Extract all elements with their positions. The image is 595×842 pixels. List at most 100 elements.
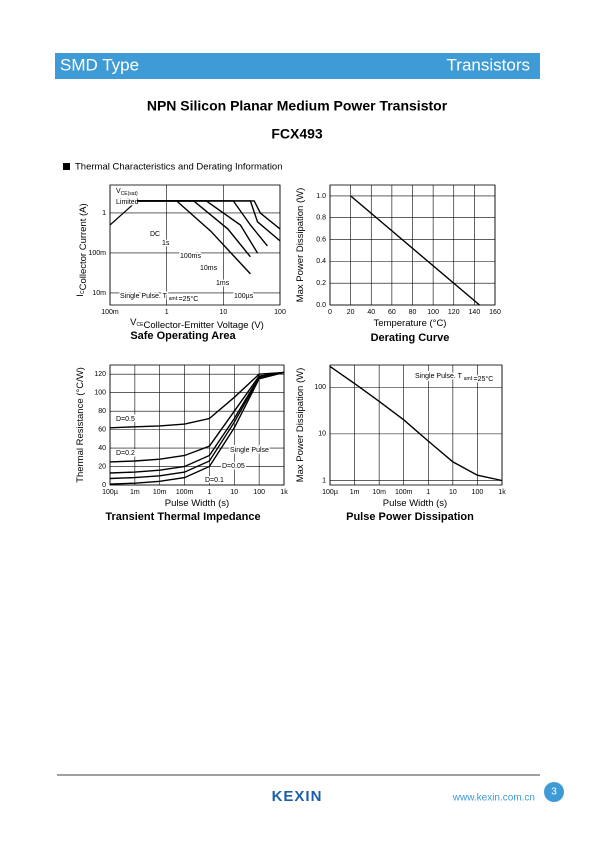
note-part: amb xyxy=(169,296,179,302)
y-axis-label-part: Thermal Resistance (°C/W) xyxy=(75,367,86,483)
y-tick-label: 0.2 xyxy=(316,280,326,287)
y-tick-label: 0 xyxy=(102,482,106,489)
x-tick-label: 10 xyxy=(219,309,227,316)
x-axis-label: VCECollector-Emitter Voltage (V) xyxy=(130,317,264,331)
section-heading: Thermal Characteristics and Derating Inf… xyxy=(75,162,283,173)
y-tick-label: 1.0 xyxy=(316,193,326,200)
chart-caption: Transient Thermal Impedance xyxy=(105,511,260,523)
y-axis-label: Max Power Dissipation (W) xyxy=(295,188,306,303)
x-tick-label: 100 xyxy=(427,309,439,316)
plot-frame xyxy=(329,364,503,486)
y-tick-label: 1 xyxy=(102,210,106,217)
x-axis-label-part: V xyxy=(130,317,137,328)
chart-caption: Pulse Power Dissipation xyxy=(346,511,474,523)
y-tick-label: 60 xyxy=(98,426,106,433)
curve-label: D=0.05 xyxy=(222,463,245,470)
curve xyxy=(109,371,285,485)
y-tick-label: 0.8 xyxy=(316,215,326,222)
y-tick-label: 20 xyxy=(98,463,106,470)
x-tick-label: 10m xyxy=(153,489,167,496)
y-axis-label: Max Power Dissipation (W) xyxy=(295,368,306,483)
y-tick-label: 120 xyxy=(94,371,106,378)
x-axis-label-part: CE xyxy=(137,322,145,328)
x-tick-label: 10 xyxy=(230,489,238,496)
y-tick-label: 10m xyxy=(92,290,106,297)
note-part: amb xyxy=(464,376,474,382)
y-axis-label-part: I xyxy=(75,294,86,297)
bullet xyxy=(63,163,70,170)
curve xyxy=(137,200,281,230)
x-tick-label: 140 xyxy=(469,309,481,316)
note-part: Single Pulse. T xyxy=(415,373,464,380)
curve-label: 100µs xyxy=(234,293,254,300)
limit-line xyxy=(109,200,138,226)
page-badge xyxy=(544,782,564,802)
y-tick-label: 1 xyxy=(322,477,326,484)
x-tick-label: 100m xyxy=(395,489,413,496)
y-tick-label: 10 xyxy=(318,431,326,438)
x-tick-label: 1 xyxy=(426,489,430,496)
curve-label: DC xyxy=(150,231,160,238)
limit-symbol-part: CE(sat) xyxy=(121,191,138,197)
x-tick-label: 20 xyxy=(347,309,355,316)
curve xyxy=(109,371,285,429)
x-tick-label: 100 xyxy=(253,489,265,496)
footer-url: www.kexin.com.cn xyxy=(452,793,535,804)
x-tick-label: 10 xyxy=(449,489,457,496)
note-part: =25°C xyxy=(179,295,199,303)
x-tick-label: 1k xyxy=(498,489,506,496)
note: Single Pulse. T amb=25°C xyxy=(120,293,198,303)
curve xyxy=(329,365,503,482)
x-tick-label: 120 xyxy=(448,309,460,316)
x-axis-label: Temperature (°C) xyxy=(374,318,447,329)
y-tick-label: 40 xyxy=(98,445,106,452)
curve-label: 10ms xyxy=(200,265,218,272)
curve-label: D=0.2 xyxy=(116,450,135,457)
curve xyxy=(350,195,480,306)
y-tick-label: 80 xyxy=(98,408,106,415)
x-axis-label-part: Pulse Width (s) xyxy=(383,498,447,509)
doc-title: NPN Silicon Planar Medium Power Transist… xyxy=(147,98,448,114)
x-tick-label: 100m xyxy=(176,489,194,496)
x-axis-label-part: Temperature (°C) xyxy=(374,318,447,329)
x-axis-label: Pulse Width (s) xyxy=(165,498,229,509)
x-tick-label: 80 xyxy=(409,309,417,316)
y-tick-label: 0.6 xyxy=(316,236,326,243)
curve-label: D=0.5 xyxy=(116,416,135,423)
x-tick-label: 100 xyxy=(472,489,484,496)
curve-label: 100ms xyxy=(180,253,202,260)
part-number: FCX493 xyxy=(271,126,323,142)
curve-label: 1s xyxy=(162,240,170,247)
header-right: Transistors xyxy=(447,55,530,74)
curve xyxy=(137,200,251,258)
curve xyxy=(109,371,285,480)
curve-label: 1ms xyxy=(216,280,230,287)
x-tick-label: 1 xyxy=(165,309,169,316)
limit-symbol: VCE(sat) xyxy=(116,188,138,197)
page-number: 3 xyxy=(551,787,557,798)
y-tick-label: 100m xyxy=(88,250,106,257)
header-left: SMD Type xyxy=(60,55,139,74)
y-axis-label-part: Max Power Dissipation (W) xyxy=(295,188,306,303)
curve xyxy=(109,371,285,463)
x-tick-label: 100µ xyxy=(322,489,338,496)
curve-label: D=0.1 xyxy=(205,477,224,484)
y-axis-label-part: C xyxy=(80,290,86,294)
x-tick-label: 100µ xyxy=(102,489,118,496)
x-tick-label: 1m xyxy=(130,489,140,496)
x-tick-label: 10m xyxy=(372,489,386,496)
x-tick-label: 160 xyxy=(489,309,501,316)
note-part: =25°C xyxy=(474,375,494,383)
limit-text: Limited xyxy=(116,199,139,206)
footer-logo: KEXIN xyxy=(272,788,323,805)
y-tick-label: 100 xyxy=(94,390,106,397)
x-tick-label: 1m xyxy=(350,489,360,496)
x-tick-label: 1 xyxy=(207,489,211,496)
x-tick-label: 0 xyxy=(328,309,332,316)
chart-caption: Safe Operating Area xyxy=(130,330,236,342)
note-part: Single Pulse. T xyxy=(120,293,169,300)
x-axis-label-part: Pulse Width (s) xyxy=(165,498,229,509)
y-tick-label: 0.0 xyxy=(316,302,326,309)
y-axis-label: ICCollector Current (A) xyxy=(75,203,89,296)
chart-caption: Derating Curve xyxy=(371,332,450,344)
